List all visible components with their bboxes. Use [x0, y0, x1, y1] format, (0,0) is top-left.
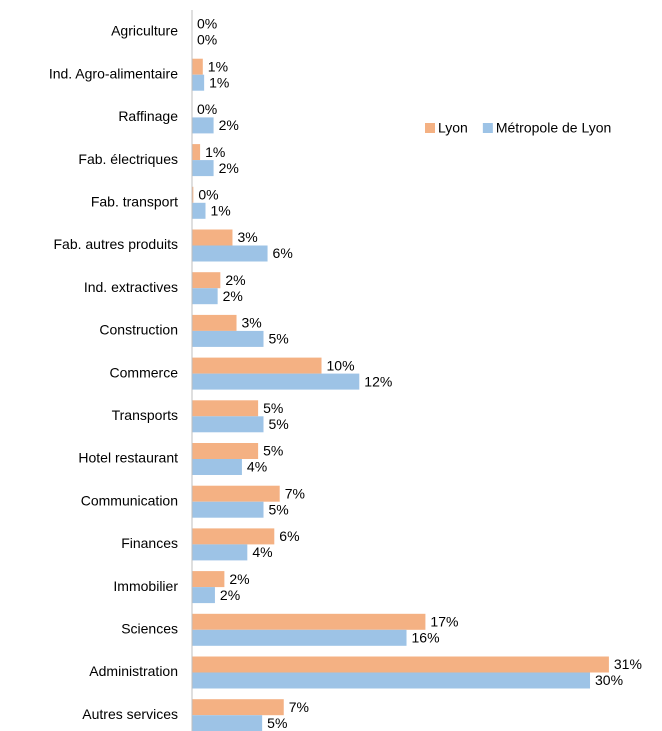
data-label: 7% — [289, 699, 309, 715]
bar — [192, 459, 242, 475]
bar — [192, 229, 233, 246]
bar — [192, 373, 360, 390]
y-tick-label: Commerce — [110, 364, 179, 380]
bar — [192, 357, 322, 374]
y-tick-label: Ind. Agro-alimentaire — [49, 65, 178, 81]
y-tick-label: Transports — [112, 407, 178, 423]
bar — [192, 629, 407, 646]
data-label: 5% — [269, 331, 289, 347]
y-tick-label: Construction — [99, 322, 178, 338]
data-label: 6% — [279, 528, 299, 544]
bar — [192, 485, 280, 502]
data-label: 2% — [219, 117, 239, 133]
bar — [192, 202, 206, 219]
data-label: 1% — [205, 144, 225, 160]
y-tick-label: Autres services — [82, 706, 178, 722]
data-label: 0% — [197, 32, 217, 48]
bar — [192, 245, 268, 262]
bar — [192, 117, 214, 134]
bar — [192, 672, 591, 689]
bar — [192, 443, 259, 459]
y-tick-label: Fab. autres produits — [53, 236, 178, 252]
data-label: 4% — [247, 459, 267, 475]
data-label: 3% — [237, 229, 257, 245]
bar — [192, 272, 221, 289]
bar — [192, 400, 259, 417]
bar — [192, 416, 264, 433]
data-label: 12% — [364, 373, 392, 389]
data-label: 17% — [430, 614, 458, 630]
data-label: 5% — [263, 400, 283, 416]
data-label: 5% — [269, 501, 289, 517]
data-label: 2% — [229, 571, 249, 587]
y-tick-label: Agriculture — [111, 23, 178, 39]
bar — [192, 571, 225, 588]
data-label: 5% — [269, 416, 289, 432]
bar — [192, 613, 426, 630]
data-label: 0% — [197, 101, 217, 117]
y-tick-label: Immobilier — [113, 578, 178, 594]
data-label: 6% — [273, 245, 293, 261]
y-tick-label: Ind. extractives — [84, 279, 178, 295]
legend-label: Métropole de Lyon — [496, 120, 611, 136]
data-label: 2% — [220, 587, 240, 603]
data-label: 7% — [285, 485, 305, 501]
data-label: 0% — [198, 187, 218, 203]
bar — [192, 528, 275, 545]
bar — [192, 144, 201, 161]
data-label: 1% — [209, 74, 229, 90]
legend-swatch — [425, 123, 435, 133]
y-tick-label: Communication — [81, 492, 178, 508]
data-label: 5% — [267, 715, 287, 731]
bar — [192, 587, 215, 604]
data-label: 2% — [219, 160, 239, 176]
bar — [192, 656, 609, 673]
data-label: 10% — [327, 357, 355, 373]
data-label: 0% — [197, 16, 217, 32]
bar — [192, 715, 263, 731]
bar — [192, 288, 218, 305]
bar — [192, 330, 264, 347]
data-label: 1% — [208, 58, 228, 74]
y-tick-label: Fab. transport — [91, 194, 178, 210]
data-label: 16% — [412, 630, 440, 646]
bar — [192, 699, 284, 716]
data-label: 31% — [614, 656, 642, 672]
data-label: 30% — [595, 672, 623, 688]
data-label: 5% — [263, 443, 283, 459]
data-label: 4% — [252, 544, 272, 560]
y-tick-label: Raffinage — [118, 108, 178, 124]
legend-label: Lyon — [438, 120, 468, 136]
bar — [192, 544, 248, 561]
data-label: 3% — [242, 315, 262, 331]
data-label: 1% — [210, 203, 230, 219]
y-tick-label: Sciences — [121, 621, 178, 637]
bar — [192, 160, 214, 177]
legend-swatch — [482, 123, 493, 133]
bar — [192, 501, 264, 518]
y-tick-label: Fab. électriques — [78, 151, 178, 167]
data-label: 2% — [225, 272, 245, 288]
y-tick-label: Finances — [121, 535, 178, 551]
data-label: 2% — [223, 288, 243, 304]
y-tick-label: Administration — [89, 663, 178, 679]
y-tick-label: Hotel restaurant — [78, 450, 178, 466]
bar — [192, 74, 205, 91]
bar — [192, 186, 194, 203]
bar — [192, 314, 237, 331]
bar — [192, 58, 203, 75]
